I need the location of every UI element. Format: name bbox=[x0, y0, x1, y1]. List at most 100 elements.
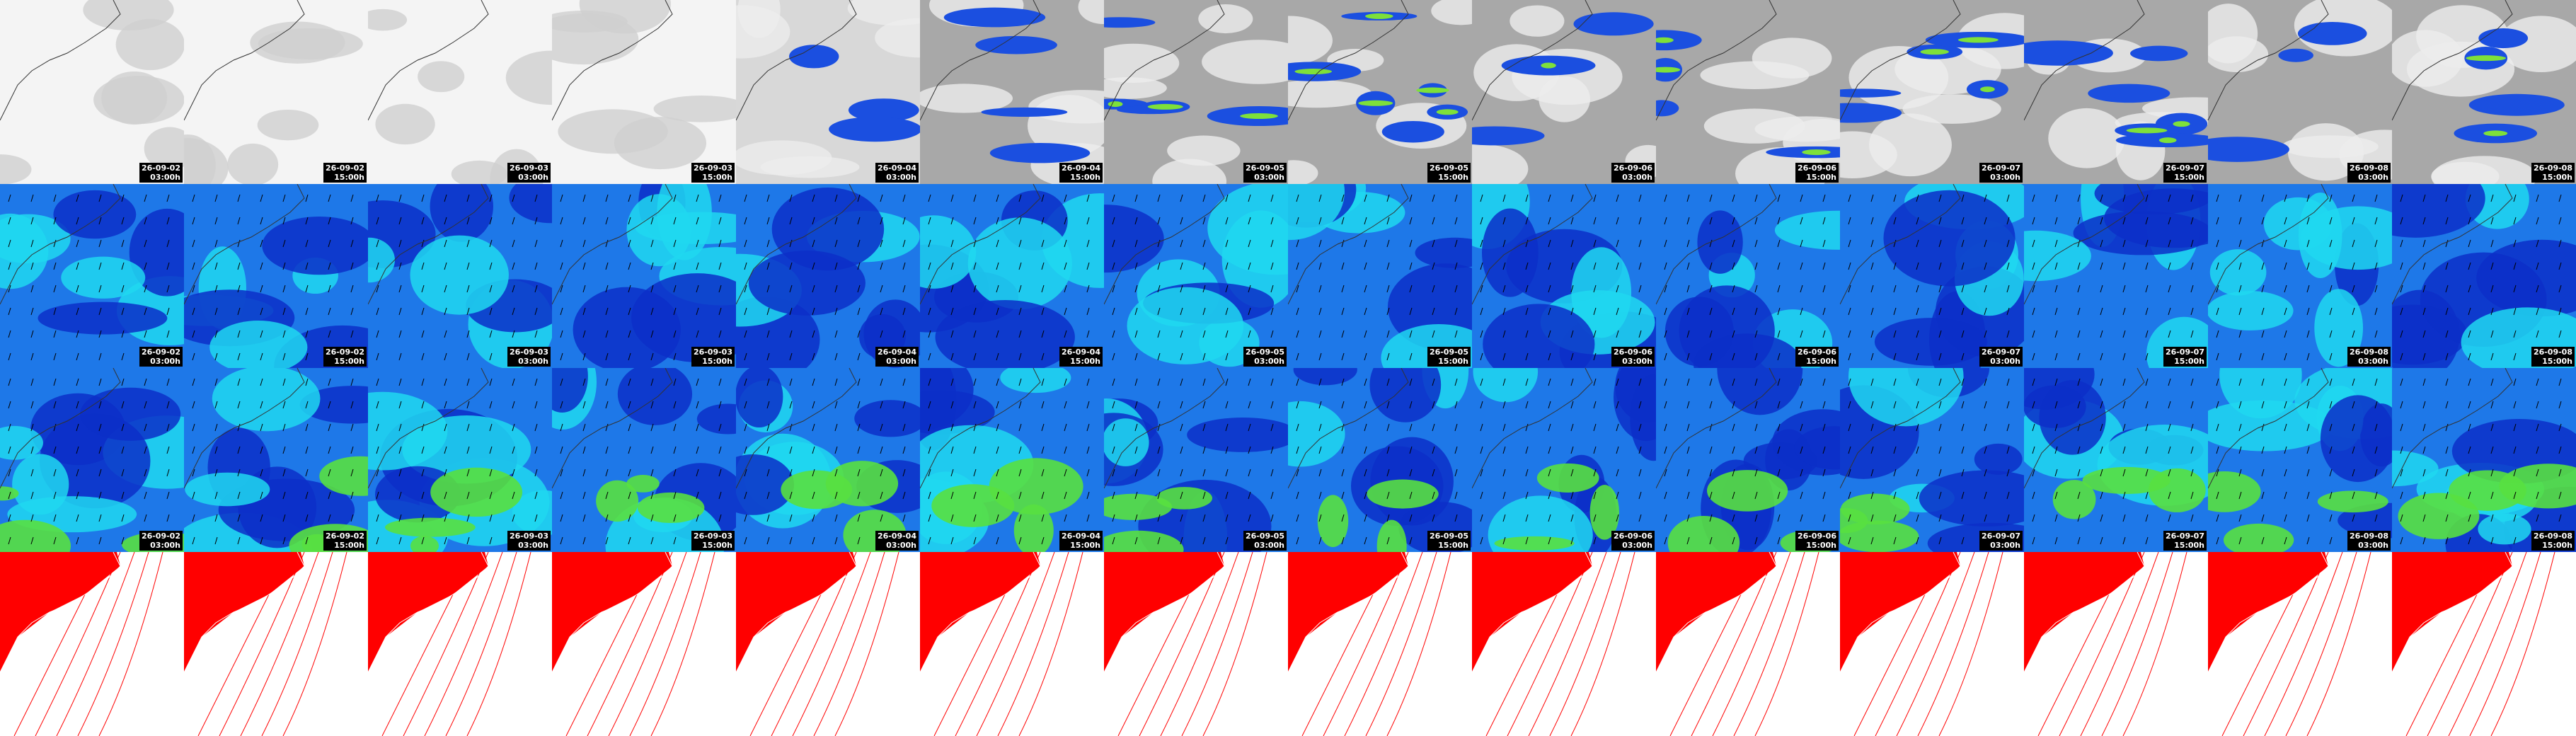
wind-arrow bbox=[1157, 536, 1161, 545]
wind-arrow bbox=[696, 514, 699, 522]
wind-arrow bbox=[834, 284, 838, 293]
wind-arrow bbox=[1638, 307, 1642, 316]
wind-arrow bbox=[166, 378, 170, 386]
wind-arrow bbox=[166, 262, 170, 270]
map-image bbox=[552, 0, 736, 184]
wind-arrow bbox=[2261, 468, 2265, 477]
map-image bbox=[920, 184, 1104, 368]
wind-arrow bbox=[2190, 284, 2194, 293]
wind-arrow bbox=[98, 284, 102, 293]
contour bbox=[197, 552, 291, 736]
wind-arrow bbox=[1686, 468, 1690, 477]
wind-arrow bbox=[2032, 262, 2035, 270]
wind-arrow bbox=[950, 194, 954, 202]
wind-arrow bbox=[1893, 352, 1897, 361]
wind-arrow bbox=[144, 378, 147, 386]
wind-arrow bbox=[2145, 330, 2149, 338]
wind-arrow bbox=[2536, 239, 2539, 248]
map-panel: 26-09-07 15:00h bbox=[2024, 368, 2208, 552]
wind-arrow bbox=[2077, 284, 2081, 293]
time-label: 03:00h bbox=[1990, 541, 2020, 550]
wind-arrow bbox=[2445, 446, 2449, 454]
wind-arrow bbox=[1502, 262, 1506, 270]
wind-arrow bbox=[489, 194, 493, 202]
wind-arrow bbox=[605, 352, 609, 361]
field-high bbox=[1589, 485, 1619, 540]
wind-arrow bbox=[305, 307, 309, 316]
wind-arrow bbox=[305, 352, 309, 361]
wind-arrow bbox=[2284, 330, 2287, 338]
cloud bbox=[83, 0, 174, 31]
wind-arrow bbox=[328, 401, 331, 409]
wind-arrow bbox=[192, 401, 195, 409]
wind-arrow bbox=[1086, 239, 1090, 248]
wind-arrow bbox=[2261, 307, 2265, 316]
cloud bbox=[1104, 43, 1180, 84]
time-label: 15:00h bbox=[334, 173, 364, 182]
wind-arrow bbox=[1180, 423, 1183, 432]
wind-arrow bbox=[260, 423, 263, 432]
wind-arrow bbox=[1386, 194, 1390, 202]
wind-arrow bbox=[1732, 330, 1735, 338]
wind-arrow bbox=[1525, 217, 1529, 225]
contour bbox=[424, 552, 503, 736]
wind-arrow bbox=[2122, 239, 2126, 248]
wind-arrow bbox=[1664, 423, 1667, 432]
wind-arrow bbox=[1432, 262, 1435, 270]
wind-arrow bbox=[2216, 239, 2219, 248]
wind-arrow bbox=[650, 468, 654, 477]
wind-arrow bbox=[260, 514, 263, 522]
field-high bbox=[825, 461, 899, 507]
wind-arrow bbox=[2400, 514, 2403, 522]
wind-arrow bbox=[2445, 217, 2449, 225]
wind-arrow bbox=[260, 378, 263, 386]
field bbox=[771, 188, 885, 271]
time-label: 03:00h bbox=[1990, 357, 2020, 366]
time-label: 15:00h bbox=[1806, 541, 1836, 550]
wind-arrow bbox=[1112, 330, 1115, 338]
wind-arrow bbox=[789, 330, 793, 338]
wind-arrow bbox=[766, 330, 770, 338]
wind-arrow bbox=[1893, 330, 1897, 338]
wind-arrow bbox=[2145, 536, 2149, 545]
wind-arrow bbox=[1341, 330, 1345, 338]
coastline bbox=[920, 184, 1041, 305]
wind-arrow bbox=[1870, 284, 1874, 293]
wind-arrow bbox=[1961, 446, 1965, 454]
date-label: 26-09-06 bbox=[1613, 347, 1652, 357]
wind-arrow bbox=[973, 468, 977, 477]
time-label: 15:00h bbox=[334, 541, 364, 550]
wind-arrow bbox=[121, 284, 125, 293]
wind-arrow bbox=[466, 239, 470, 248]
wind-arrow bbox=[1938, 330, 1942, 338]
time-stamp: 26-09-05 15:00h bbox=[1427, 531, 1471, 551]
map-image bbox=[552, 368, 736, 552]
wind-arrow bbox=[1157, 194, 1161, 202]
wind-arrow bbox=[2284, 468, 2287, 477]
wind-arrow bbox=[1480, 284, 1483, 293]
date-label: 26-09-04 bbox=[877, 347, 916, 357]
wind-arrow bbox=[2468, 536, 2471, 545]
time-stamp: 26-09-06 15:00h bbox=[1795, 347, 1839, 367]
rain-heavy bbox=[1240, 113, 1278, 119]
cloud bbox=[0, 154, 32, 184]
wind-arrow bbox=[1270, 217, 1274, 225]
contour bbox=[749, 552, 843, 736]
wind-arrow bbox=[30, 446, 34, 454]
wind-arrow bbox=[489, 284, 493, 293]
wind-arrow bbox=[2261, 514, 2265, 522]
wind-arrow bbox=[260, 401, 263, 409]
coastline bbox=[2024, 552, 2145, 673]
wind-arrow bbox=[2374, 423, 2378, 432]
wind-arrow bbox=[398, 194, 402, 202]
wind-arrow bbox=[605, 446, 609, 454]
contour bbox=[1549, 552, 1621, 736]
wind-arrow bbox=[534, 423, 538, 432]
wind-arrow bbox=[305, 217, 309, 225]
wind-arrow bbox=[1180, 352, 1183, 361]
wind-arrow bbox=[53, 423, 57, 432]
wind-arrow bbox=[2168, 194, 2171, 202]
wind-arrow bbox=[928, 284, 931, 293]
contour bbox=[2264, 552, 2343, 736]
map-image bbox=[736, 368, 920, 552]
